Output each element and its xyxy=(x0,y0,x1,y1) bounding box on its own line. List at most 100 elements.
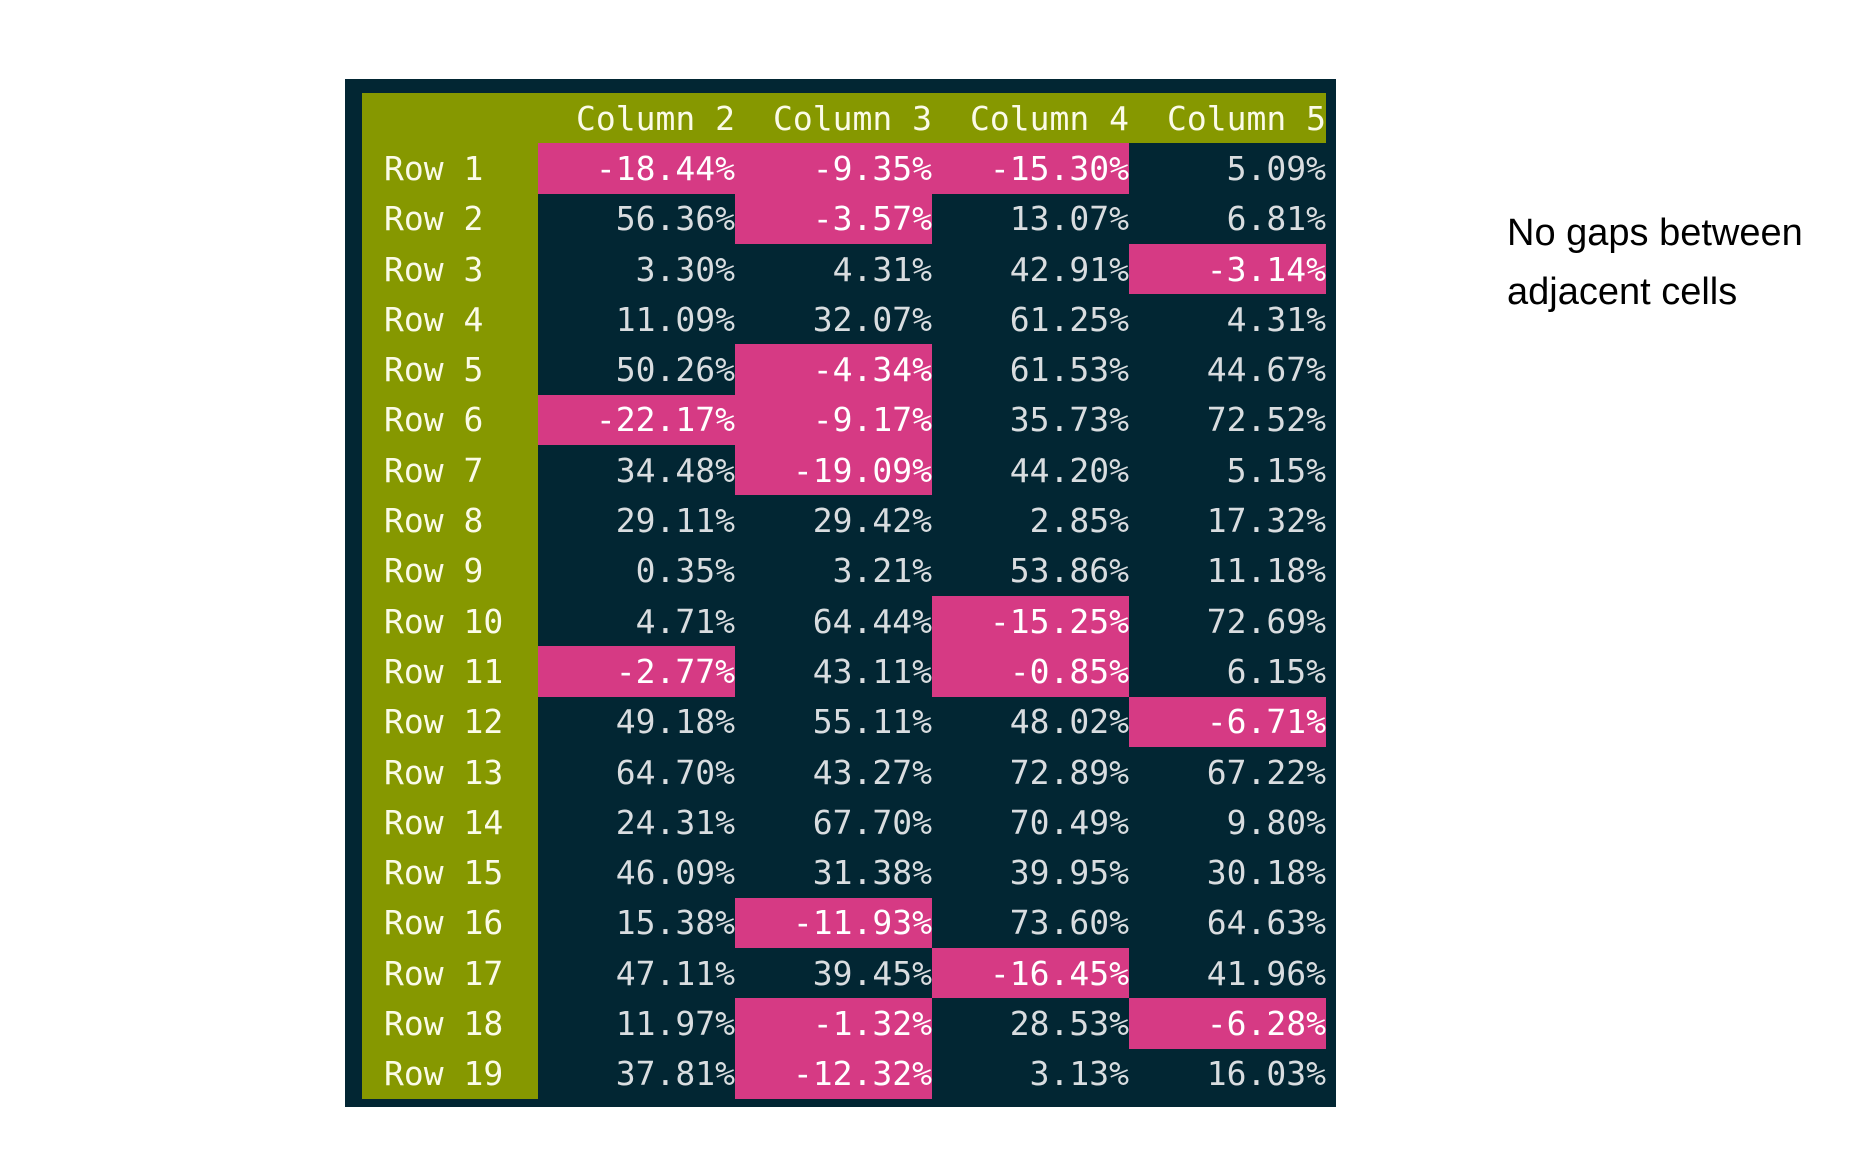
row-label: Row 18 xyxy=(362,998,538,1049)
annotation-line-1: No gaps between xyxy=(1507,212,1803,254)
table-cell-negative: -16.45% xyxy=(932,948,1129,999)
table-cell: 0.35% xyxy=(635,551,735,591)
table-cell: 15.38% xyxy=(615,903,735,943)
table-cell-negative: -1.32% xyxy=(735,998,932,1049)
table-cell: 29.42% xyxy=(812,501,932,541)
table-cell: 35.73% xyxy=(1009,400,1129,440)
table-cell: 24.31% xyxy=(615,802,735,842)
table-cell: 9.80% xyxy=(1226,802,1326,842)
table-cell-negative: -18.44% xyxy=(538,143,735,194)
row-label: Row 11 xyxy=(362,646,538,697)
table-cell: 50.26% xyxy=(615,350,735,390)
table-cell: 11.18% xyxy=(1206,551,1326,591)
table-cell: 42.91% xyxy=(1009,249,1129,289)
table-corner xyxy=(362,93,538,144)
table-cell: 46.09% xyxy=(615,853,735,893)
table-cell: 72.89% xyxy=(1009,752,1129,792)
table-cell: 29.11% xyxy=(615,501,735,541)
column-header: Column 3 xyxy=(735,93,932,144)
row-label: Row 3 xyxy=(362,243,538,295)
table-cell: 37.81% xyxy=(615,1054,735,1094)
table-cell: 43.27% xyxy=(812,752,932,792)
table-cell: 67.22% xyxy=(1206,752,1326,792)
table-cell: 3.30% xyxy=(635,249,735,289)
row-label: Row 1 xyxy=(362,143,538,194)
table-cell: 70.49% xyxy=(1009,802,1129,842)
table-cell: 41.96% xyxy=(1206,953,1326,993)
table-cell: 72.52% xyxy=(1206,400,1326,440)
table-cell: 67.70% xyxy=(812,802,932,842)
table-cell: 6.15% xyxy=(1226,651,1326,691)
annotation-note: No gaps between adjacent cells xyxy=(1507,204,1857,322)
table-cell: 56.36% xyxy=(615,199,735,239)
row-label: Row 16 xyxy=(362,897,538,949)
table-cell: 28.53% xyxy=(1009,1003,1129,1043)
table-cell: 11.09% xyxy=(615,299,735,339)
table-cell: 17.32% xyxy=(1206,501,1326,541)
table-cell: 11.97% xyxy=(615,1003,735,1043)
row-label: Row 14 xyxy=(362,797,538,848)
table-cell: 64.63% xyxy=(1206,903,1326,943)
column-header: Column 2 xyxy=(538,93,735,144)
table-cell: 5.09% xyxy=(1226,148,1326,188)
row-label: Row 4 xyxy=(362,294,538,345)
table-cell: 64.44% xyxy=(812,601,932,641)
table-cell-negative: -6.71% xyxy=(1129,696,1326,747)
table-cell: 48.02% xyxy=(1009,702,1129,742)
table-cell: 32.07% xyxy=(812,299,932,339)
table-cell: 73.60% xyxy=(1009,903,1129,943)
row-label: Row 17 xyxy=(362,948,538,999)
table-cell: 2.85% xyxy=(1029,501,1129,541)
table-cell-negative: -3.57% xyxy=(735,193,932,244)
row-label: Row 8 xyxy=(362,495,538,546)
table-cell: 39.45% xyxy=(812,953,932,993)
table-cell: 61.25% xyxy=(1009,299,1129,339)
table-cell: 43.11% xyxy=(812,651,932,691)
table-cell: 55.11% xyxy=(812,702,932,742)
table-cell: 5.15% xyxy=(1226,450,1326,490)
table-cell: 16.03% xyxy=(1206,1054,1326,1094)
table-cell-negative: -19.09% xyxy=(735,445,932,496)
column-header: Column 4 xyxy=(932,93,1129,144)
table-cell: 44.67% xyxy=(1206,350,1326,390)
table-cell-negative: -6.28% xyxy=(1129,998,1326,1049)
row-label: Row 2 xyxy=(362,193,538,244)
table-cell: 39.95% xyxy=(1009,853,1129,893)
table-cell-negative: -4.34% xyxy=(735,344,932,395)
table-cell: 44.20% xyxy=(1009,450,1129,490)
row-label: Row 5 xyxy=(362,344,538,395)
table-cell-negative: -9.35% xyxy=(735,143,932,194)
table-cell-negative: -3.14% xyxy=(1129,243,1326,295)
row-label: Row 19 xyxy=(362,1048,538,1099)
table-cell: 4.31% xyxy=(832,249,932,289)
table-cell: 34.48% xyxy=(615,450,735,490)
row-label: Row 15 xyxy=(362,847,538,898)
table-cell: 13.07% xyxy=(1009,199,1129,239)
table-cell: 72.69% xyxy=(1206,601,1326,641)
table-cell: 49.18% xyxy=(615,702,735,742)
table-panel: Column 2 Column 3 Column 4 Column 5 Row 1 -18… xyxy=(345,79,1336,1107)
table-cell-negative: -0.85% xyxy=(932,646,1129,697)
row-label: Row 13 xyxy=(362,746,538,798)
table-cell-negative: -2.77% xyxy=(538,646,735,697)
table-cell-negative: -15.25% xyxy=(932,595,1129,647)
table-cell-negative: -15.30% xyxy=(932,143,1129,194)
row-label: Row 6 xyxy=(362,394,538,446)
data-table: Column 2 Column 3 Column 4 Column 5 Row 1 -18… xyxy=(362,93,1326,1099)
table-cell-negative: -9.17% xyxy=(735,394,932,446)
table-cell: 30.18% xyxy=(1206,853,1326,893)
table-cell: 3.13% xyxy=(1029,1054,1129,1094)
table-cell-negative: -11.93% xyxy=(735,897,932,949)
column-header: Column 5 xyxy=(1129,93,1326,144)
table-cell: 31.38% xyxy=(812,853,932,893)
table-cell: 3.21% xyxy=(832,551,932,591)
row-label: Row 9 xyxy=(362,545,538,596)
row-label: Row 10 xyxy=(362,595,538,647)
row-label: Row 7 xyxy=(362,445,538,496)
table-cell: 6.81% xyxy=(1226,199,1326,239)
row-label: Row 12 xyxy=(362,696,538,747)
table-cell: 53.86% xyxy=(1009,551,1129,591)
table-cell-negative: -22.17% xyxy=(538,394,735,446)
table-cell: 64.70% xyxy=(615,752,735,792)
table-cell: 61.53% xyxy=(1009,350,1129,390)
